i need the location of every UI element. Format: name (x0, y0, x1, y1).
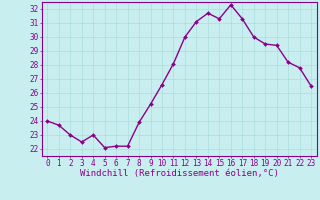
X-axis label: Windchill (Refroidissement éolien,°C): Windchill (Refroidissement éolien,°C) (80, 169, 279, 178)
